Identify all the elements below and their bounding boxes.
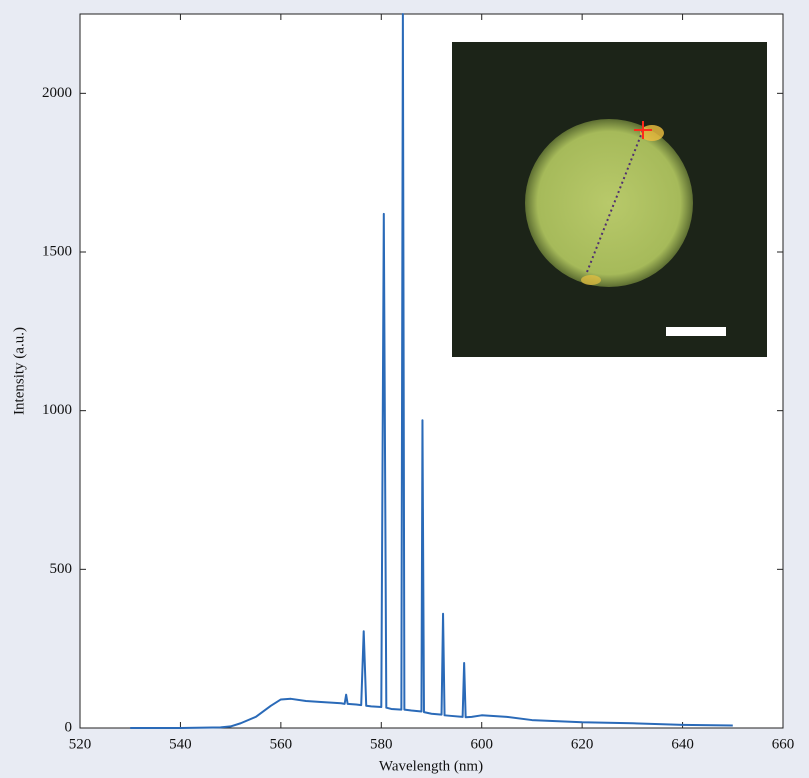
y-tick-label: 500 [50, 561, 73, 577]
y-tick-label: 1000 [42, 402, 72, 418]
y-tick-label: 0 [65, 719, 73, 735]
x-axis-label: Wavelength (nm) [379, 758, 483, 774]
x-tick-label: 640 [671, 736, 694, 752]
y-tick-label: 1500 [42, 243, 72, 259]
x-tick-label: 620 [571, 736, 594, 752]
y-tick-label: 2000 [42, 85, 72, 101]
x-tick-label: 660 [772, 736, 795, 752]
x-tick-label: 540 [169, 736, 192, 752]
y-axis-label: Intensity (a.u.) [11, 327, 27, 415]
spectrum-line [130, 13, 733, 729]
x-tick-label: 560 [270, 736, 293, 752]
inset-image [452, 42, 767, 357]
x-tick-label: 580 [370, 736, 393, 752]
x-tick-label: 600 [470, 736, 493, 752]
x-tick-label: 520 [69, 736, 92, 752]
